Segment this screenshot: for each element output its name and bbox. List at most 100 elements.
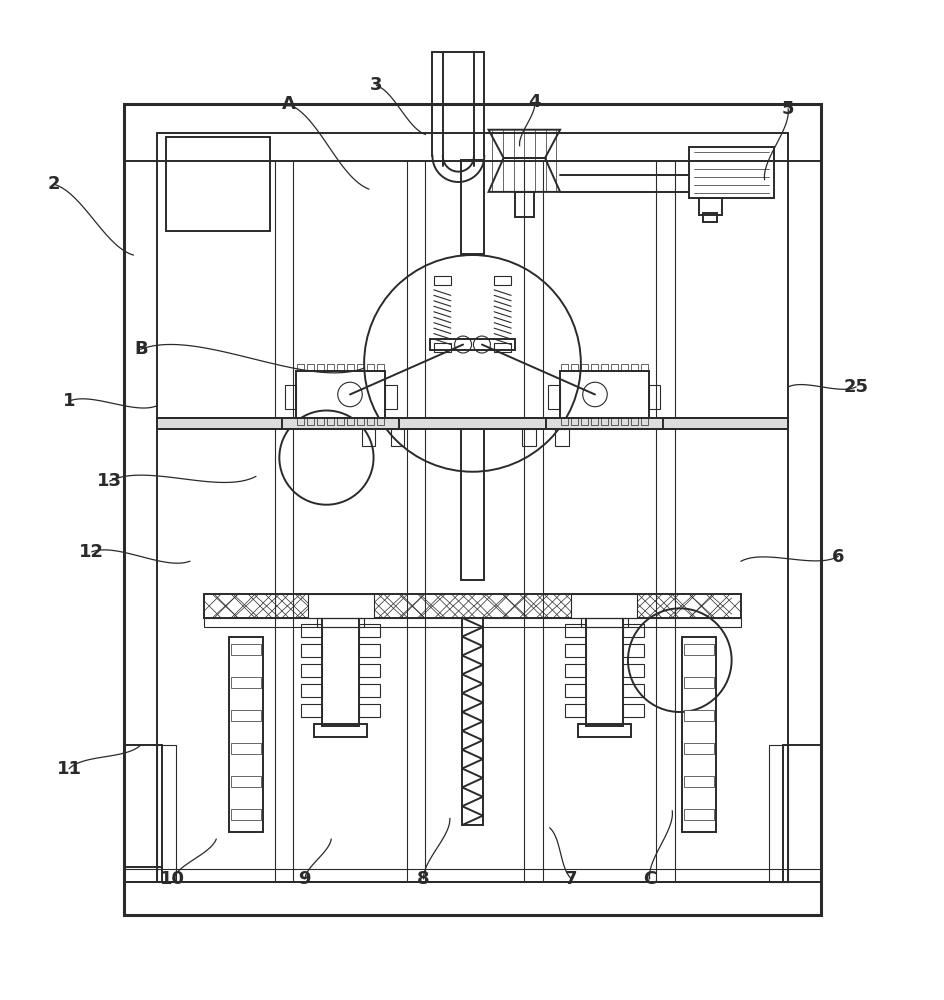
Bar: [570, 364, 578, 371]
Bar: [359, 684, 379, 697]
Bar: [296, 364, 304, 371]
Bar: [683, 743, 713, 754]
Bar: [565, 664, 585, 677]
Bar: [433, 276, 450, 285]
Bar: [514, 192, 533, 217]
Bar: [585, 618, 623, 726]
Bar: [623, 704, 643, 717]
Bar: [301, 664, 321, 677]
Bar: [570, 418, 578, 425]
Text: 3: 3: [370, 76, 382, 94]
Bar: [630, 364, 637, 371]
Text: B: B: [134, 340, 147, 358]
Bar: [462, 618, 482, 825]
Bar: [316, 418, 324, 425]
Bar: [308, 594, 373, 618]
Bar: [565, 704, 585, 717]
Bar: [359, 624, 379, 637]
Bar: [157, 418, 787, 429]
Bar: [124, 867, 161, 882]
Bar: [522, 429, 535, 446]
Bar: [783, 745, 820, 882]
Bar: [307, 364, 314, 371]
Bar: [307, 418, 314, 425]
Bar: [357, 418, 364, 425]
Bar: [231, 677, 261, 688]
Bar: [683, 809, 713, 820]
Bar: [301, 684, 321, 697]
Bar: [336, 418, 344, 425]
Bar: [548, 385, 559, 409]
Text: 9: 9: [298, 870, 311, 888]
Bar: [461, 160, 483, 254]
Bar: [702, 213, 716, 222]
Bar: [316, 364, 324, 371]
Bar: [698, 198, 721, 215]
Bar: [327, 364, 334, 371]
Bar: [231, 776, 261, 787]
Bar: [231, 644, 261, 655]
Bar: [231, 809, 261, 820]
Bar: [359, 664, 379, 677]
Bar: [640, 364, 648, 371]
Bar: [157, 133, 787, 882]
Text: 2: 2: [48, 175, 60, 193]
Bar: [683, 776, 713, 787]
Bar: [580, 418, 587, 425]
Bar: [231, 710, 261, 721]
Bar: [640, 418, 648, 425]
Bar: [166, 137, 270, 231]
Bar: [336, 364, 344, 371]
Bar: [620, 364, 628, 371]
Bar: [204, 618, 740, 627]
Text: 1: 1: [63, 392, 76, 410]
Bar: [623, 684, 643, 697]
Bar: [565, 624, 585, 637]
Bar: [229, 637, 263, 832]
Bar: [295, 371, 385, 418]
Bar: [124, 745, 161, 882]
Bar: [683, 710, 713, 721]
Bar: [649, 385, 660, 409]
Bar: [565, 644, 585, 657]
Bar: [580, 364, 587, 371]
Bar: [560, 364, 567, 371]
Text: A: A: [281, 95, 295, 113]
Bar: [390, 429, 403, 446]
Bar: [385, 385, 396, 409]
Bar: [231, 743, 261, 754]
Text: 6: 6: [831, 548, 843, 566]
Bar: [600, 364, 608, 371]
Bar: [683, 677, 713, 688]
Bar: [494, 343, 511, 352]
Bar: [296, 418, 304, 425]
Bar: [623, 624, 643, 637]
Bar: [359, 704, 379, 717]
Text: 8: 8: [416, 870, 430, 888]
Bar: [565, 684, 585, 697]
Bar: [204, 594, 740, 618]
Bar: [681, 637, 715, 832]
Bar: [683, 644, 713, 655]
Text: 4: 4: [528, 93, 540, 111]
Bar: [301, 624, 321, 637]
Bar: [571, 594, 636, 618]
Bar: [124, 104, 820, 915]
Bar: [590, 364, 598, 371]
Bar: [362, 429, 375, 446]
Bar: [578, 724, 631, 737]
Bar: [366, 418, 374, 425]
Bar: [461, 429, 483, 580]
Bar: [623, 664, 643, 677]
Bar: [316, 618, 363, 627]
Bar: [157, 745, 176, 882]
Bar: [377, 418, 384, 425]
Bar: [610, 364, 617, 371]
Bar: [688, 147, 773, 198]
Bar: [357, 364, 364, 371]
Bar: [545, 418, 663, 429]
Bar: [301, 704, 321, 717]
Bar: [346, 364, 354, 371]
Bar: [366, 364, 374, 371]
Bar: [433, 343, 450, 352]
